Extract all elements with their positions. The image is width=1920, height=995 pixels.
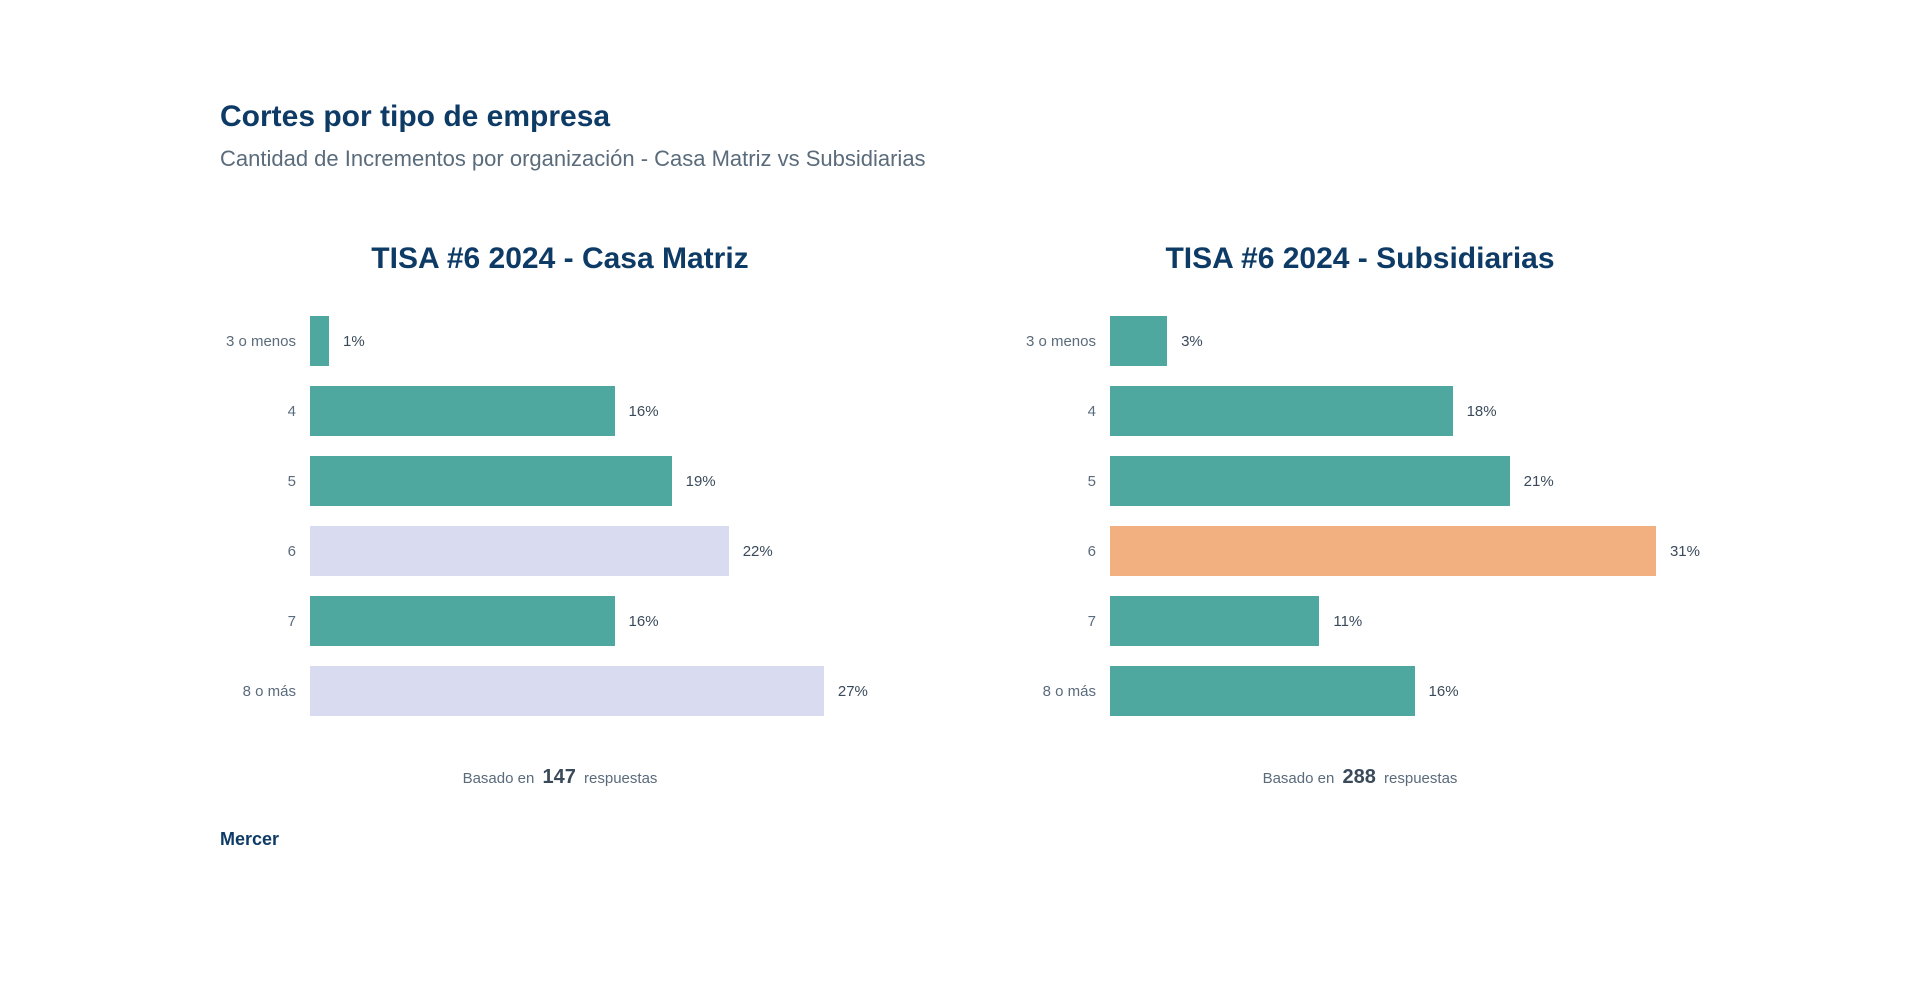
bar-track: 3% [1110,316,1700,366]
bar-track: 11% [1110,596,1700,646]
footer-prefix: Basado en [463,770,535,787]
bar [310,526,729,576]
category-label: 7 [220,613,310,630]
category-label: 5 [220,473,310,490]
bar-row: 7 16% [220,596,900,646]
bar [310,596,615,646]
footer-prefix: Basado en [1263,770,1335,787]
chart-casa-matriz: TISA #6 2024 - Casa Matriz 3 o menos 1% 4 1… [220,242,900,789]
chart-title-casa-matriz: TISA #6 2024 - Casa Matriz [220,242,900,276]
value-label: 1% [343,333,365,350]
bar-row: 5 21% [1020,456,1700,506]
page-title: Cortes por tipo de empresa [220,100,1700,134]
value-label: 16% [629,403,659,420]
chart-title-subsidiarias: TISA #6 2024 - Subsidiarias [1020,242,1700,276]
bar-track: 22% [310,526,900,576]
category-label: 7 [1020,613,1110,630]
footer-count: 147 [538,766,579,788]
bar [1110,316,1167,366]
footer-suffix: respuestas [584,770,657,787]
category-label: 3 o menos [220,333,310,350]
bar-track: 19% [310,456,900,506]
bar-row: 6 31% [1020,526,1700,576]
category-label: 4 [220,403,310,420]
footer-count: 288 [1338,766,1379,788]
category-label: 5 [1020,473,1110,490]
footer-casa-matriz: Basado en 147 respuestas [220,766,900,789]
bar [1110,386,1453,436]
category-label: 6 [1020,543,1110,560]
bar-row: 7 11% [1020,596,1700,646]
brand-label: Mercer [220,829,1700,850]
category-label: 6 [220,543,310,560]
bar-track: 16% [310,386,900,436]
bar-row: 4 16% [220,386,900,436]
category-label: 8 o más [220,683,310,700]
value-label: 27% [838,683,868,700]
bar-row: 4 18% [1020,386,1700,436]
bar [1110,596,1319,646]
category-label: 8 o más [1020,683,1110,700]
bar [1110,666,1415,716]
value-label: 11% [1333,613,1362,630]
footer-suffix: respuestas [1384,770,1457,787]
bar-row: 3 o menos 1% [220,316,900,366]
charts-row: TISA #6 2024 - Casa Matriz 3 o menos 1% 4 1… [220,242,1700,789]
bar-track: 16% [1110,666,1700,716]
bars-subsidiarias: 3 o menos 3% 4 18% 5 21% 6 31% 7 11% 8 o más 16% [1020,316,1700,716]
category-label: 4 [1020,403,1110,420]
bar-row: 5 19% [220,456,900,506]
bar-row: 6 22% [220,526,900,576]
bar [310,386,615,436]
page-subtitle: Cantidad de Incrementos por organización… [220,146,1700,172]
category-label: 3 o menos [1020,333,1110,350]
value-label: 16% [629,613,659,630]
value-label: 19% [686,473,716,490]
bar-track: 16% [310,596,900,646]
chart-subsidiarias: TISA #6 2024 - Subsidiarias 3 o menos 3% 4… [1020,242,1700,789]
bar-track: 21% [1110,456,1700,506]
bar [310,456,672,506]
value-label: 22% [743,543,773,560]
value-label: 16% [1429,683,1459,700]
bar-row: 3 o menos 3% [1020,316,1700,366]
bar [1110,526,1656,576]
bar [310,316,329,366]
value-label: 18% [1467,403,1497,420]
bar-track: 31% [1110,526,1700,576]
bar-row: 8 o más 16% [1020,666,1700,716]
footer-subsidiarias: Basado en 288 respuestas [1020,766,1700,789]
bar [310,666,824,716]
value-label: 21% [1524,473,1554,490]
bar [1110,456,1510,506]
bar-row: 8 o más 27% [220,666,900,716]
bars-casa-matriz: 3 o menos 1% 4 16% 5 19% 6 22% 7 16% 8 o más 27% [220,316,900,716]
value-label: 3% [1181,333,1203,350]
bar-track: 27% [310,666,900,716]
value-label: 31% [1670,543,1700,560]
bar-track: 1% [310,316,900,366]
bar-track: 18% [1110,386,1700,436]
